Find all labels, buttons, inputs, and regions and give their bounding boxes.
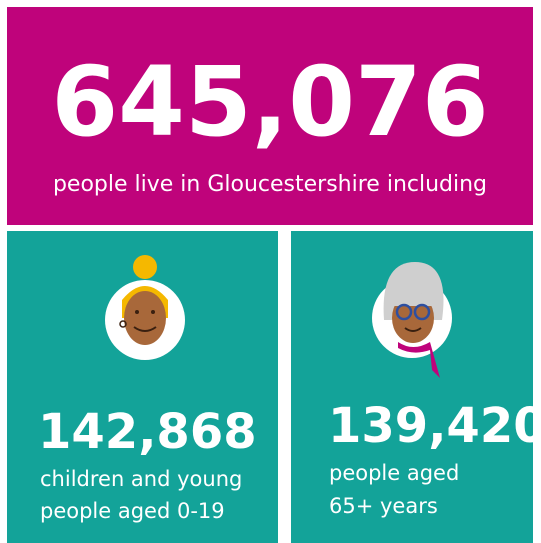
stat-value: 142,868 — [38, 404, 257, 460]
stat-caption: children and young — [40, 467, 242, 491]
stat-caption: people aged — [329, 461, 459, 485]
stat-value: 139,420 — [328, 398, 541, 454]
headline-value: 645,076 — [51, 46, 488, 158]
page: {"headline": {"value": "645,076", "capti… — [0, 0, 541, 543]
headline-caption: people live in Gloucestershire including — [53, 172, 487, 197]
infographic: 645,076 people live in Gloucestershire i… — [0, 0, 541, 543]
stat-caption: people aged 0-19 — [40, 499, 225, 523]
stat-caption: 65+ years — [329, 494, 438, 518]
